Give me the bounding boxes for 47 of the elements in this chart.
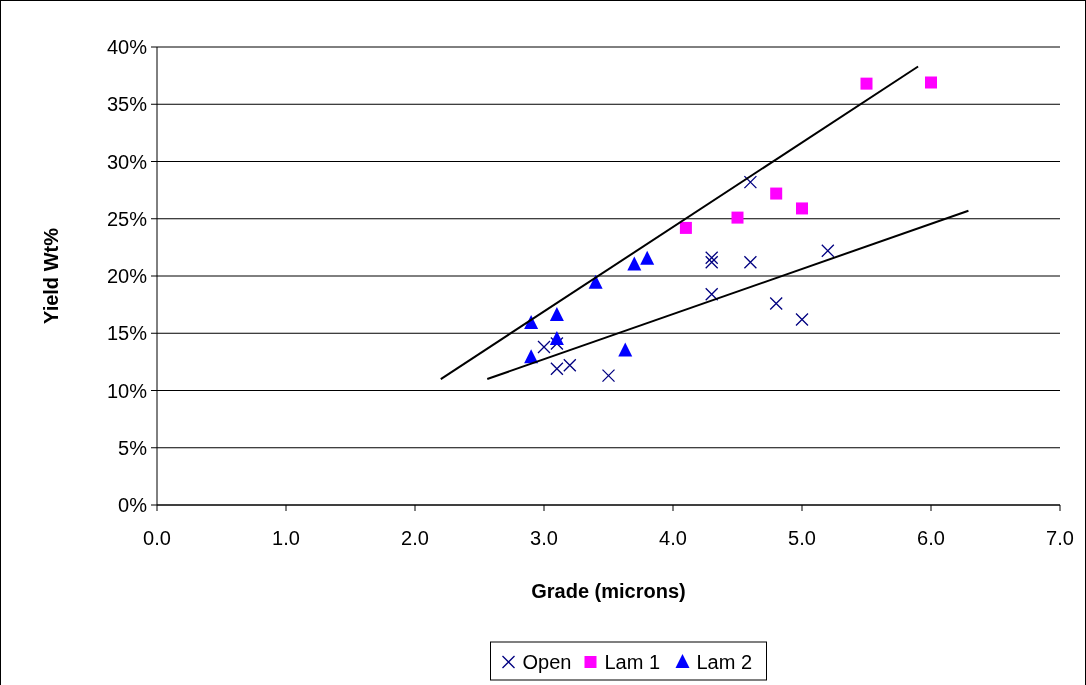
- x-tick-label: 7.0: [1046, 527, 1074, 549]
- point: [537, 340, 551, 354]
- x-tick-label: 1.0: [272, 527, 300, 549]
- y-axis-title: Yield Wt%: [40, 227, 62, 324]
- point: [821, 244, 835, 258]
- point: [731, 211, 744, 224]
- x-tick-label: 2.0: [401, 527, 429, 549]
- point: [769, 296, 783, 311]
- point: [705, 287, 719, 301]
- y-tick-label: 15%: [106, 322, 148, 345]
- x-tick-label: 3.0: [530, 527, 558, 549]
- y-tick-label: 35%: [106, 93, 148, 116]
- point: [549, 330, 564, 345]
- point: [550, 362, 564, 376]
- x-tick-label: 6.0: [917, 527, 945, 549]
- point: [549, 306, 564, 321]
- point: [925, 76, 937, 89]
- point: [795, 312, 809, 327]
- point: [705, 251, 719, 265]
- x-tick-label: 4.0: [659, 527, 687, 549]
- y-tick-label: 10%: [106, 379, 148, 402]
- legend-label: Open: [522, 651, 572, 673]
- point: [705, 255, 719, 269]
- point: [860, 77, 873, 90]
- point: [796, 202, 808, 215]
- point: [550, 336, 564, 351]
- y-tick-label: 0%: [118, 494, 148, 516]
- y-tick-label: 20%: [106, 265, 148, 287]
- legend-label: Lam 1: [604, 651, 661, 673]
- y-tick-label: 25%: [106, 207, 148, 230]
- point: [563, 358, 577, 372]
- x-axis-title: Grade (microns): [531, 580, 686, 602]
- legend-label: Lam 2: [696, 651, 753, 673]
- point: [743, 175, 758, 189]
- x-tick-label: 0.0: [143, 527, 171, 549]
- point: [679, 221, 692, 234]
- y-tick-label: 30%: [106, 150, 148, 173]
- y-tick-label: 40%: [106, 36, 148, 58]
- point: [743, 255, 758, 269]
- point: [640, 250, 655, 265]
- point: [618, 342, 633, 357]
- point: [601, 368, 616, 383]
- point: [588, 274, 603, 289]
- point: [770, 187, 783, 200]
- y-tick-label: 5%: [118, 436, 148, 459]
- point: [627, 256, 642, 271]
- x-tick-label: 5.0: [788, 527, 816, 549]
